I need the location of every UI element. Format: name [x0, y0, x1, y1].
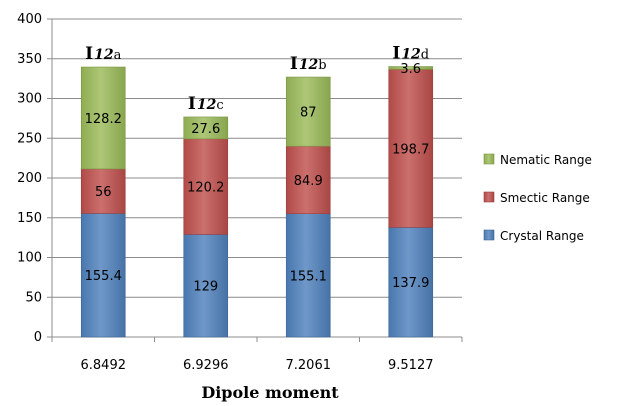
bar-segment-smectic	[80, 168, 126, 214]
legend: Nematic Range Smectic Range Crystal Range	[483, 153, 592, 243]
y-tick-label: 350	[17, 52, 42, 67]
legend-label-crystal: Crystal Range	[500, 229, 584, 243]
data-labels: 155.4 56 128.2 129 120.2 27.6 155.1 84.9 87 137.9…	[85, 62, 430, 295]
bar-segment-smectic	[183, 138, 229, 235]
data-label: 56	[95, 185, 112, 200]
data-label: 128.2	[85, 112, 122, 127]
bar-segment-crystal	[285, 213, 331, 338]
x-axis-title: Dipole moment	[201, 383, 339, 402]
bar-annotation: I12a	[85, 44, 121, 64]
y-tick-labels: 0 50 100 150 200 250 300 350 400	[17, 12, 42, 345]
bar-annotation: I12d	[392, 44, 429, 64]
y-tick-label: 200	[17, 171, 42, 186]
data-label: 129	[193, 280, 218, 295]
y-tick-label: 0	[34, 330, 42, 345]
y-tick-label: 150	[17, 211, 42, 226]
bar-segment-nematic	[285, 76, 331, 147]
data-label: 120.2	[187, 181, 224, 196]
data-label: 198.7	[392, 142, 429, 157]
data-label: 87	[300, 106, 317, 121]
data-label: 84.9	[294, 174, 323, 189]
x-tick-label: 9.5127	[388, 358, 434, 373]
data-label: 155.1	[290, 269, 327, 284]
legend-swatch-crystal	[483, 229, 495, 241]
legend-label-nematic: Nematic Range	[500, 153, 592, 167]
bar-segment-smectic	[285, 145, 331, 214]
x-tick-label: 6.8492	[81, 358, 127, 373]
bar-segment-smectic	[388, 69, 434, 228]
y-tick-label: 400	[17, 12, 42, 27]
bar-segment-crystal	[388, 227, 434, 338]
bar-annotations: I12a I12c I12b I12d	[85, 44, 429, 114]
y-tick-label: 300	[17, 92, 42, 107]
data-label: 27.6	[191, 122, 220, 137]
data-label: 3.6	[400, 62, 421, 77]
legend-swatch-smectic	[483, 191, 495, 203]
bar-segment-nematic	[388, 66, 434, 70]
y-tick-label: 50	[25, 290, 42, 305]
bar-segment-nematic	[183, 116, 229, 140]
x-tick-labels: 6.8492 6.9296 7.2061 9.5127	[81, 358, 434, 373]
bar-annotation: I12b	[290, 54, 327, 74]
legend-label-smectic: Smectic Range	[500, 191, 590, 205]
bars	[80, 66, 434, 338]
y-tick-label: 250	[17, 131, 42, 146]
x-tick-label: 6.9296	[183, 358, 229, 373]
bar-segment-crystal	[183, 234, 229, 338]
x-tick-label: 7.2061	[286, 358, 332, 373]
data-label: 155.4	[85, 269, 122, 284]
bar-annotation: I12c	[188, 94, 224, 114]
y-tick-label: 100	[17, 251, 42, 266]
bar-segment-nematic	[80, 66, 126, 170]
data-label: 137.9	[392, 276, 429, 291]
legend-swatch-nematic	[483, 153, 495, 165]
